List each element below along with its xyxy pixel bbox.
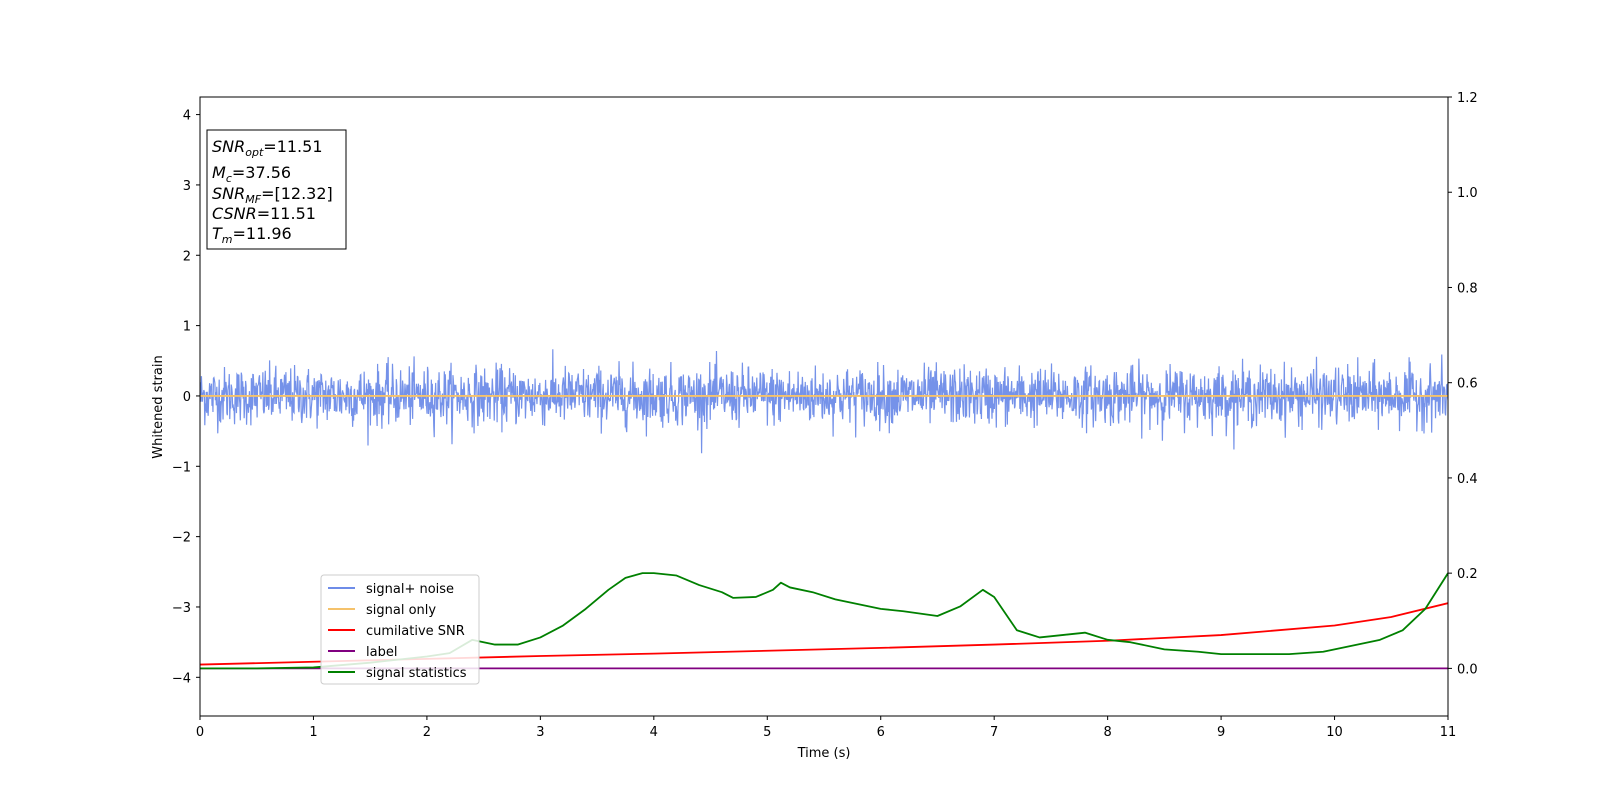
y-left-tick-label: 1 bbox=[183, 320, 191, 335]
x-tick-label: 3 bbox=[536, 725, 544, 740]
x-tick-label: 6 bbox=[877, 725, 885, 740]
x-axis-label: Time (s) bbox=[797, 746, 851, 761]
series-line-signal-noise bbox=[200, 349, 1448, 454]
x-tick-label: 10 bbox=[1326, 725, 1343, 740]
series-line-signal-statistics bbox=[200, 572, 1448, 670]
legend: signal+ noise signal only cumilative SNR la… bbox=[320, 574, 480, 685]
y-right-tick-label: 0.6 bbox=[1457, 377, 1478, 392]
legend-frame bbox=[320, 574, 480, 685]
y-right-tick-label: 0.8 bbox=[1457, 281, 1478, 296]
y-right-tick-label: 1.2 bbox=[1457, 91, 1478, 106]
plot-frame bbox=[199, 96, 1449, 717]
y-left-tick-label: −3 bbox=[172, 601, 191, 616]
legend-label-signal-only: signal only bbox=[366, 603, 436, 618]
legend-label-signal-statistics: signal statistics bbox=[366, 666, 467, 681]
x-tick-label: 5 bbox=[763, 725, 771, 740]
x-tick-label: 4 bbox=[650, 725, 658, 740]
y-left-tick-label: −1 bbox=[172, 460, 191, 475]
x-tick-label: 9 bbox=[1217, 725, 1225, 740]
info-box: SNRopt=11.51 Mc=37.56 SNRMF=[12.32] CSNR… bbox=[206, 129, 347, 250]
annotation-tm: Tm=11.96 bbox=[212, 224, 292, 246]
info-box-frame bbox=[206, 129, 347, 250]
y-right-tick-label: 0.2 bbox=[1457, 567, 1478, 582]
x-tick-label: 8 bbox=[1103, 725, 1111, 740]
y-right-tick-label: 1.0 bbox=[1457, 186, 1478, 201]
y-right-tick-label: 0.0 bbox=[1457, 662, 1478, 677]
x-tick-label: 11 bbox=[1440, 725, 1457, 740]
axes-layer: 0 1 2 3 4 5 6 7 8 9 10 11 −4 −3 −2 −1 0 1 2 3 4 0.0 0.2 0.4 0.6 0… bbox=[172, 91, 1478, 740]
legend-label-signal-noise: signal+ noise bbox=[366, 582, 454, 597]
annotation-mc: Mc=37.56 bbox=[212, 163, 291, 185]
annotation-csnr: CSNR=11.51 bbox=[212, 204, 316, 223]
legend-items: signal+ noise signal only cumilative SNR la… bbox=[328, 582, 467, 681]
x-tick-label: 7 bbox=[990, 725, 998, 740]
annotation-snr-mf: SNRMF=[12.32] bbox=[212, 184, 333, 206]
legend-label-cumilative-snr: cumilative SNR bbox=[366, 624, 465, 639]
annotation-snr-opt: SNRopt=11.51 bbox=[212, 137, 323, 159]
y-axis-label: Whitened strain bbox=[151, 355, 166, 458]
y-left-tick-label: 0 bbox=[183, 390, 191, 405]
y-left-tick-label: 2 bbox=[183, 249, 191, 264]
y-left-tick-label: 4 bbox=[183, 109, 191, 124]
x-tick-label: 1 bbox=[309, 725, 317, 740]
y-left-tick-label: −4 bbox=[172, 671, 191, 686]
x-tick-label: 0 bbox=[196, 725, 204, 740]
y-left-tick-label: 3 bbox=[183, 179, 191, 194]
y-left-tick-label: −2 bbox=[172, 531, 191, 546]
legend-label-label: label bbox=[366, 645, 397, 660]
x-tick-label: 2 bbox=[423, 725, 431, 740]
y-right-tick-label: 0.4 bbox=[1457, 472, 1478, 487]
